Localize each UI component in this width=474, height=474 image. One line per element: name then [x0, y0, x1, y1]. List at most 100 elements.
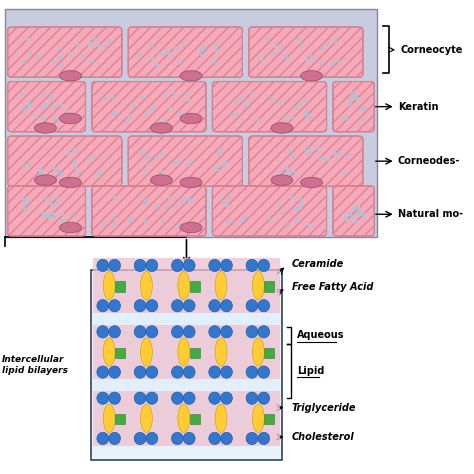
Point: [56, 61, 64, 69]
Point: [141, 196, 148, 203]
Point: [32, 112, 39, 120]
Circle shape: [134, 432, 146, 445]
Ellipse shape: [215, 404, 227, 432]
Point: [291, 103, 299, 110]
Point: [110, 193, 118, 201]
Point: [49, 164, 57, 171]
Point: [24, 196, 32, 203]
Circle shape: [220, 366, 232, 378]
Point: [47, 95, 55, 102]
Point: [94, 41, 102, 49]
Circle shape: [109, 300, 120, 312]
Point: [318, 59, 325, 67]
Point: [353, 218, 360, 226]
Point: [335, 149, 342, 156]
Point: [174, 157, 182, 164]
Point: [19, 195, 27, 202]
FancyBboxPatch shape: [190, 282, 200, 292]
Ellipse shape: [60, 71, 82, 81]
Point: [351, 204, 359, 211]
Point: [230, 97, 238, 105]
Point: [208, 56, 216, 64]
Point: [350, 91, 357, 98]
Point: [353, 94, 360, 102]
Point: [57, 100, 65, 108]
Point: [182, 90, 190, 98]
Point: [266, 216, 273, 224]
Point: [298, 201, 306, 209]
Point: [302, 111, 310, 119]
Circle shape: [209, 392, 220, 404]
Text: Ceramide: Ceramide: [292, 259, 344, 269]
Point: [241, 214, 249, 221]
Ellipse shape: [253, 272, 264, 300]
Circle shape: [220, 259, 232, 272]
Circle shape: [134, 300, 146, 312]
Point: [46, 200, 54, 207]
Point: [283, 164, 290, 172]
Point: [261, 50, 268, 57]
Text: Intercellular
lipid bilayers: Intercellular lipid bilayers: [2, 356, 68, 374]
Circle shape: [134, 326, 146, 338]
Point: [154, 62, 161, 69]
Point: [348, 90, 356, 97]
Circle shape: [258, 259, 270, 272]
Point: [88, 57, 95, 64]
Point: [300, 145, 308, 153]
Point: [101, 43, 109, 51]
Ellipse shape: [140, 338, 152, 366]
Point: [188, 156, 196, 164]
Ellipse shape: [180, 222, 202, 233]
Circle shape: [97, 326, 109, 338]
Point: [346, 95, 353, 102]
Point: [141, 217, 149, 225]
Point: [351, 93, 358, 101]
FancyBboxPatch shape: [333, 82, 374, 132]
Point: [305, 144, 313, 152]
FancyBboxPatch shape: [264, 414, 274, 425]
Point: [147, 107, 155, 114]
FancyBboxPatch shape: [93, 258, 280, 313]
Point: [40, 114, 48, 122]
Point: [275, 97, 283, 104]
Point: [144, 160, 152, 167]
Point: [200, 44, 208, 51]
Point: [184, 96, 191, 103]
Circle shape: [134, 392, 146, 404]
Point: [213, 164, 220, 172]
Point: [294, 204, 301, 211]
Text: Cholesterol: Cholesterol: [292, 432, 355, 442]
Point: [165, 193, 173, 201]
Point: [324, 155, 331, 163]
Circle shape: [183, 326, 195, 338]
Circle shape: [209, 432, 220, 445]
Point: [87, 39, 94, 46]
Ellipse shape: [60, 177, 82, 188]
Point: [48, 209, 56, 217]
FancyBboxPatch shape: [93, 325, 280, 379]
Point: [52, 199, 59, 207]
Point: [170, 89, 178, 96]
FancyBboxPatch shape: [212, 82, 327, 132]
Point: [286, 147, 293, 155]
Point: [297, 196, 305, 204]
Circle shape: [209, 326, 220, 338]
Circle shape: [246, 326, 258, 338]
Point: [317, 45, 325, 52]
Point: [145, 154, 152, 161]
Point: [27, 49, 34, 57]
Point: [70, 157, 77, 165]
FancyBboxPatch shape: [128, 27, 242, 77]
Circle shape: [220, 392, 232, 404]
Point: [41, 211, 48, 219]
Point: [299, 42, 306, 50]
Point: [297, 100, 304, 108]
FancyBboxPatch shape: [249, 27, 363, 77]
FancyBboxPatch shape: [8, 82, 85, 132]
Circle shape: [220, 432, 232, 445]
Ellipse shape: [103, 404, 115, 432]
Point: [51, 115, 59, 122]
Ellipse shape: [60, 222, 82, 233]
FancyBboxPatch shape: [333, 186, 374, 236]
Point: [39, 90, 46, 97]
